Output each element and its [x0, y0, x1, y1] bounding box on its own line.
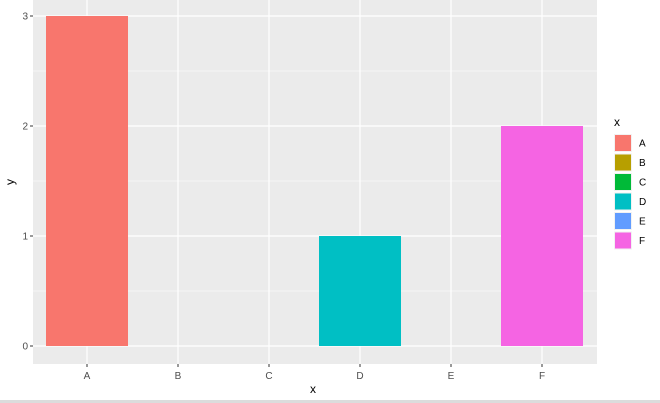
- y-tick-label: 1: [22, 232, 28, 243]
- x-tick-label: C: [265, 371, 272, 382]
- legend-item-C: C: [614, 173, 646, 191]
- legend-swatch: [615, 213, 631, 229]
- legend-label: C: [639, 178, 646, 189]
- bar-F: [501, 126, 583, 346]
- bar-A: [46, 16, 128, 346]
- x-tick-label: E: [448, 371, 455, 382]
- legend-title: x: [614, 115, 620, 129]
- x-tick-label: A: [84, 371, 91, 382]
- y-tick-label: 0: [22, 342, 28, 353]
- legend-swatch: [615, 193, 631, 210]
- x-tick-label: D: [356, 371, 363, 382]
- x-axis-title: x: [310, 382, 316, 396]
- legend-label: E: [639, 217, 646, 228]
- legend-swatch: [615, 135, 631, 151]
- y-axis-title: y: [3, 179, 17, 185]
- x-axis-ticks: A B C D E F: [84, 364, 545, 382]
- legend-item-A: A: [614, 134, 646, 152]
- x-tick-label: B: [175, 371, 182, 382]
- bar-D: [319, 236, 401, 346]
- legend-swatch: [615, 232, 631, 249]
- y-tick-label: 2: [22, 122, 28, 133]
- legend-label: B: [639, 158, 646, 169]
- legend-item-B: B: [614, 153, 646, 172]
- bottom-rule: [0, 400, 660, 403]
- y-axis-ticks: 0 1 2 3: [22, 12, 33, 353]
- legend-label: D: [639, 197, 646, 208]
- x-tick-label: F: [539, 371, 545, 382]
- y-tick-label: 3: [22, 12, 28, 23]
- legend-label: A: [639, 139, 646, 150]
- legend-item-E: E: [614, 212, 646, 230]
- legend-swatch: [615, 174, 631, 190]
- legend-label: F: [639, 236, 645, 247]
- legend-item-D: D: [614, 192, 646, 211]
- bars: [46, 16, 583, 346]
- legend-item-F: F: [614, 231, 645, 250]
- legend-swatch: [615, 154, 631, 171]
